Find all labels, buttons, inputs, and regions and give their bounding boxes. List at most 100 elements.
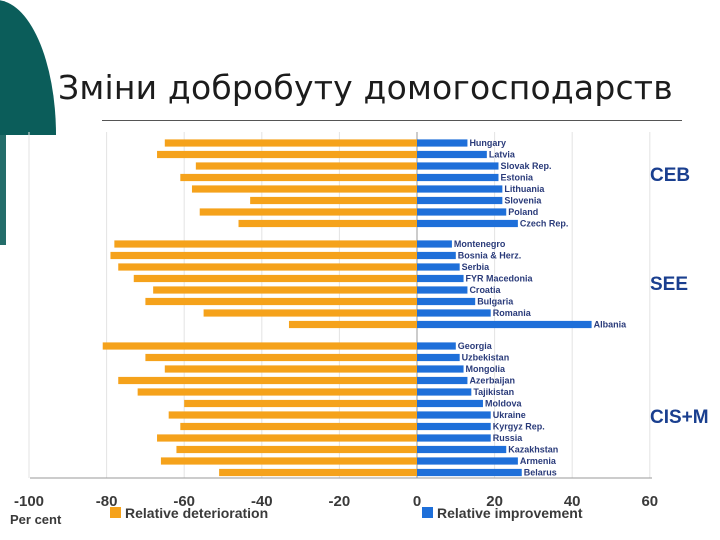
- country-label: Serbia: [462, 262, 491, 272]
- deterioration-bar: [168, 411, 417, 419]
- deterioration-bar: [145, 353, 417, 362]
- improvement-bar: [417, 468, 522, 477]
- country-label: Tajikistan: [473, 387, 514, 397]
- country-label: Poland: [508, 207, 538, 217]
- deterioration-bar: [160, 457, 418, 465]
- improvement-bar: [417, 150, 487, 159]
- deterioration-bar: [102, 342, 417, 350]
- legend: Relative deterioration Relative improveme…: [110, 505, 583, 521]
- country-label: Ukraine: [493, 410, 526, 420]
- improvement-bar: [417, 162, 499, 170]
- deterioration-bar: [110, 251, 417, 260]
- country-label: Bosnia & Herz.: [458, 251, 522, 261]
- improvement-bar: [417, 274, 464, 283]
- country-label: Slovak Rep.: [500, 161, 551, 171]
- country-label: Bulgaria: [477, 297, 514, 307]
- deterioration-bar: [238, 219, 417, 228]
- country-label: Belarus: [524, 468, 557, 478]
- group-label: SEE: [650, 274, 688, 295]
- decorative-side-bar: [0, 135, 6, 245]
- x-tick-label: -80: [96, 493, 118, 510]
- deterioration-bar: [137, 388, 417, 396]
- improvement-bar: [417, 196, 503, 205]
- x-axis-label: Per cent: [10, 512, 62, 527]
- country-label: Kyrgyz Rep.: [493, 422, 545, 432]
- country-label: Czech Rep.: [520, 219, 569, 229]
- country-label: Lithuania: [504, 184, 545, 194]
- group-label: CEB: [650, 165, 690, 186]
- deterioration-bar: [184, 399, 417, 408]
- country-label: Moldova: [485, 399, 522, 409]
- improvement-bar: [417, 251, 456, 260]
- improvement-bar: [417, 263, 460, 271]
- country-label: FYR Macedonia: [466, 274, 534, 284]
- x-tick-label: -100: [14, 493, 44, 510]
- country-label: Croatia: [469, 285, 501, 295]
- improvement-bar: [417, 411, 491, 419]
- deterioration-bar: [203, 309, 417, 317]
- country-label: Latvia: [489, 150, 516, 160]
- improvement-bar: [417, 297, 476, 306]
- deterioration-bar: [180, 422, 417, 431]
- country-label: Azerbaijan: [469, 376, 515, 386]
- deterioration-bar: [114, 240, 418, 248]
- deterioration-bar: [153, 286, 417, 294]
- deterioration-bar: [191, 185, 417, 193]
- improvement-bar: [417, 388, 472, 396]
- deterioration-bar: [118, 263, 418, 271]
- country-label: Mongolia: [466, 364, 506, 374]
- country-label: Estonia: [500, 173, 534, 183]
- improvement-bar: [417, 240, 452, 248]
- country-label: Georgia: [458, 341, 493, 351]
- improvement-bar: [417, 286, 468, 294]
- country-label: Russia: [493, 433, 524, 443]
- x-tick-label: 60: [641, 493, 658, 510]
- deterioration-bar: [164, 139, 417, 147]
- improvement-bar: [417, 139, 468, 147]
- legend-label: Relative improvement: [437, 505, 583, 521]
- deterioration-bar: [157, 434, 418, 442]
- legend-swatch: [110, 507, 121, 518]
- country-label: Albania: [594, 320, 628, 330]
- group-label: CIS+M: [650, 407, 709, 428]
- improvement-bar: [417, 208, 507, 216]
- improvement-bar: [417, 353, 460, 362]
- deterioration-bar: [145, 297, 417, 306]
- deterioration-bar: [199, 208, 417, 216]
- deterioration-bar: [288, 320, 417, 329]
- deterioration-bar: [180, 173, 417, 182]
- improvement-bar: [417, 422, 491, 431]
- improvement-bar: [417, 457, 518, 465]
- x-axis-ticks: -100 -80 -60 -40 -20 0 20 40 60: [14, 493, 658, 510]
- improvement-bar: [417, 320, 592, 329]
- deterioration-bar: [133, 274, 417, 283]
- country-label: Hungary: [469, 138, 506, 148]
- improvement-bar: [417, 173, 499, 182]
- country-label: Kazakhstan: [508, 445, 558, 455]
- deterioration-bar: [118, 376, 418, 385]
- country-label: Slovenia: [504, 196, 542, 206]
- improvement-bar: [417, 434, 491, 442]
- country-label: Montenegro: [454, 239, 506, 249]
- x-tick-label: 40: [564, 493, 581, 510]
- improvement-bar: [417, 399, 483, 408]
- deterioration-bar: [164, 365, 417, 373]
- x-tick-label: 0: [413, 493, 421, 510]
- improvement-bar: [417, 365, 464, 373]
- deterioration-bar: [176, 445, 417, 454]
- bars: [102, 139, 592, 477]
- country-label: Armenia: [520, 456, 557, 466]
- group-labels: CEB SEE CIS+M: [650, 165, 709, 428]
- improvement-bar: [417, 309, 491, 317]
- improvement-bar: [417, 219, 518, 228]
- deterioration-bar: [157, 150, 418, 159]
- country-label: Uzbekistan: [462, 353, 510, 363]
- title-underline: [102, 120, 682, 121]
- x-tick-label: -20: [329, 493, 351, 510]
- country-label: Romania: [493, 308, 532, 318]
- deterioration-bar: [250, 196, 417, 205]
- x-tick-label: 20: [486, 493, 503, 510]
- x-tick-label: -40: [251, 493, 273, 510]
